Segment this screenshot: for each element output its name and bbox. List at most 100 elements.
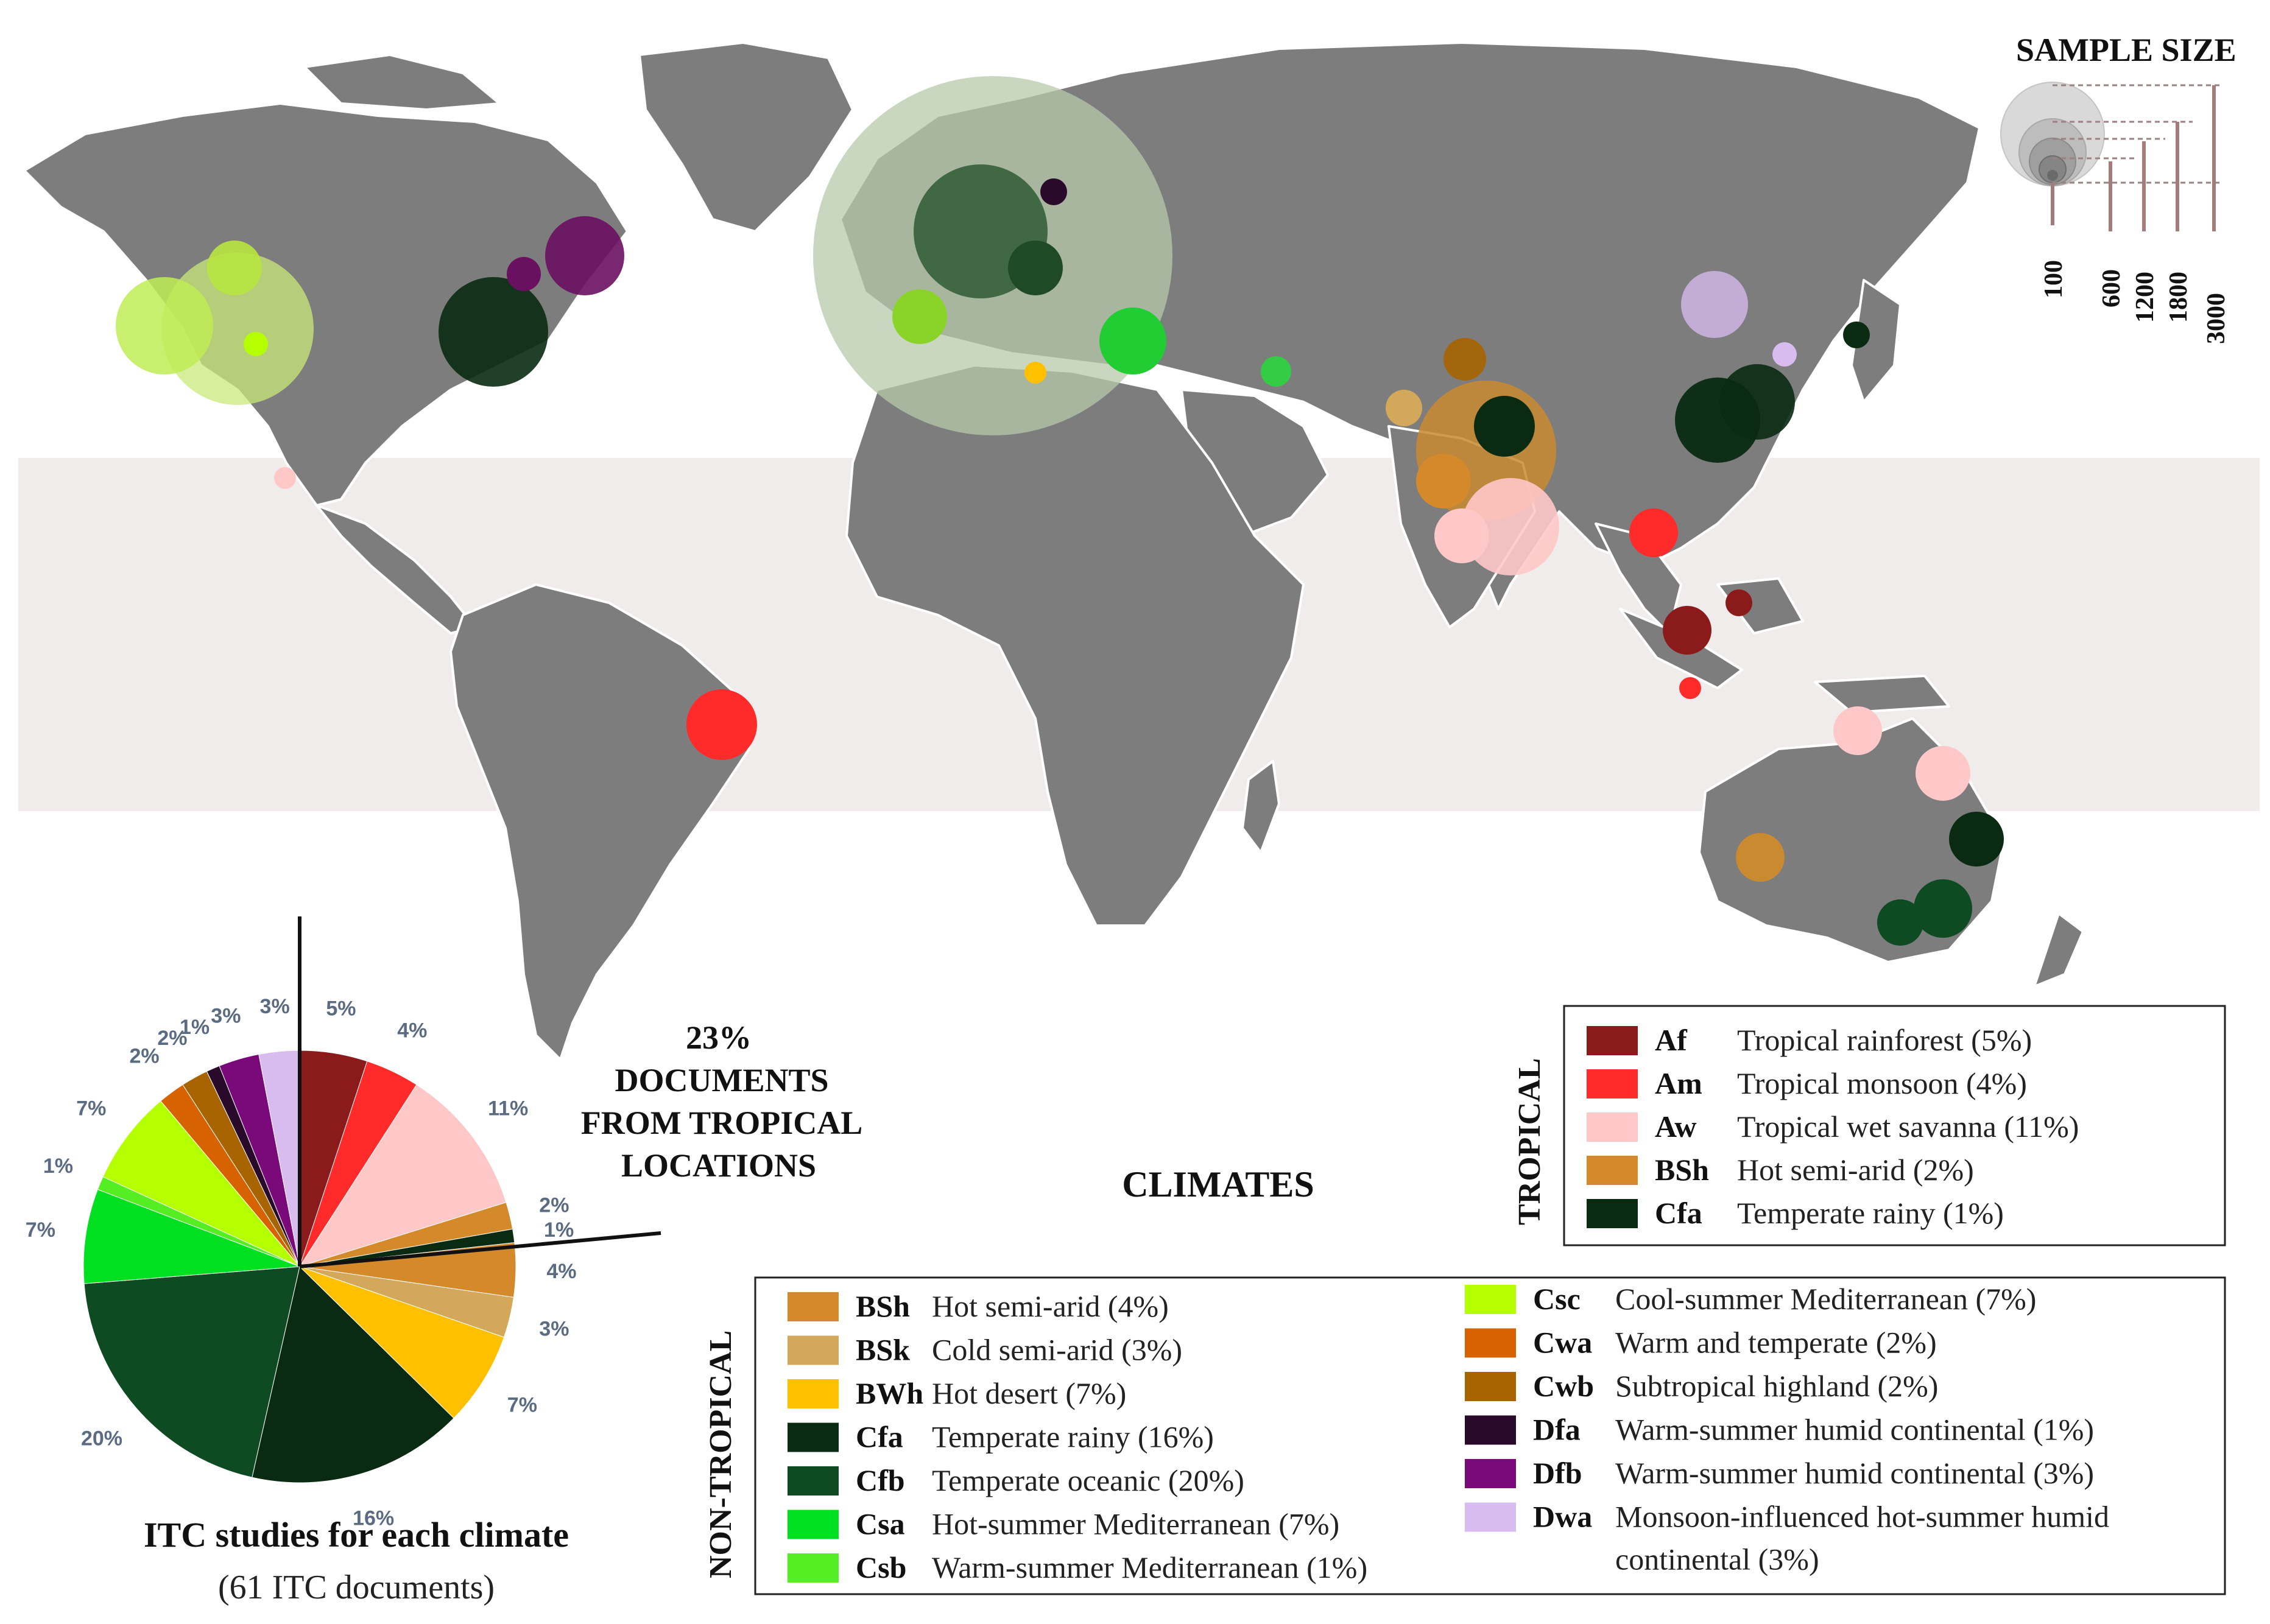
marker-csc-na-big: [161, 253, 314, 405]
legend-label: Subtropical highland (2%): [1615, 1369, 1938, 1403]
marker-cfa-australia: [1949, 812, 2004, 866]
marker-dwa-china: [1681, 271, 1748, 338]
marker-aw-south-india: [1462, 478, 1559, 575]
new-zealand: [2033, 912, 2084, 988]
marker-cfb-australia: [1914, 879, 1972, 938]
pie-tropical-divider-diagonal: [299, 1231, 661, 1268]
pie-label-4: 1%: [544, 1218, 574, 1242]
marker-csc-na-small: [207, 241, 262, 295]
legend-code: Cwb: [1533, 1369, 1594, 1403]
pie-slice-8: [252, 1266, 454, 1483]
legend-label: Tropical rainforest (5%): [1737, 1023, 2032, 1057]
legend-label: Tropical wet savanna (11%): [1737, 1109, 2079, 1144]
tropical-share-note: 23% DOCUMENTS FROM TROPICAL LOCATIONS: [581, 1019, 863, 1184]
legend-swatch-dfb: [1465, 1459, 1516, 1488]
legend-label: Temperate rainy (1%): [1737, 1196, 2004, 1230]
legend-code: Dfa: [1533, 1413, 1581, 1447]
marker-bwh-nafrica: [1024, 362, 1046, 384]
pie-label-0: 5%: [326, 997, 356, 1020]
legend-tropical: TROPICAL Af Tropical rainforest (5%) Am Tro…: [1512, 1005, 2226, 1246]
sample-size-label-1800: 1800: [2165, 272, 2193, 323]
marker-cfa-japan: [1843, 322, 1870, 348]
sample-size-label-100: 100: [2040, 260, 2068, 298]
legend-label: Hot-summer Mediterranean (7%): [932, 1507, 1339, 1541]
marker-aw-south-india-2: [1434, 508, 1489, 563]
pie-chart: 5%4%11%2%1%4%3%7%16%20%7%1%7%2%2%1% 3% 3%: [26, 995, 577, 1530]
legend-label: Warm and temperate (2%): [1615, 1326, 1937, 1360]
legend-tropical-box: [1563, 1005, 2226, 1246]
madagascar: [1241, 760, 1280, 854]
tropical-note-line-2: DOCUMENTS: [615, 1062, 828, 1098]
pie-label-6: 3%: [539, 1317, 569, 1340]
marker-cfa-usa: [439, 277, 548, 387]
legend-swatch-dwa: [1465, 1502, 1516, 1532]
marker-cfa-india: [1474, 396, 1535, 457]
legend-nontropical-right-column: Csc Cool-summer Mediterranean (7%) Cwa Warm…: [1465, 1282, 2109, 1577]
pie-slice-10: [83, 1189, 300, 1284]
legend-code: Csc: [1533, 1282, 1581, 1316]
legend-code: Cfb: [856, 1463, 905, 1497]
marker-bsh-australia: [1736, 833, 1785, 882]
legend-tropical-title: TROPICAL: [1512, 1058, 1547, 1225]
legend-swatch-cfa: [788, 1422, 839, 1452]
marker-am-thailand: [1629, 508, 1678, 557]
marker-csc-na-dot: [244, 332, 268, 356]
pie-label-14: 2%: [157, 1027, 187, 1050]
pie-label-15: 1%: [180, 1016, 210, 1039]
legend-code: Csb: [856, 1550, 906, 1584]
pie-label-17: 3%: [260, 995, 290, 1018]
legend-nontropical-left-column: BSh Hot semi-arid (4%) BSk Cold semi-arid (…: [788, 1289, 1367, 1584]
legend-swatch-bsk: [788, 1335, 839, 1365]
pie-label-10: 7%: [26, 1218, 55, 1242]
pie-label-16: 3%: [211, 1004, 241, 1027]
legend-code: Dfb: [1533, 1456, 1582, 1490]
tropical-note-line-3: FROM TROPICAL: [581, 1105, 863, 1141]
pie-label-3: 2%: [539, 1194, 569, 1217]
legend-label: Hot semi-arid (2%): [1737, 1153, 1974, 1187]
legend-swatch-af: [1587, 1026, 1638, 1055]
legend-code: BSh: [856, 1289, 910, 1323]
legend-code: Cfa: [856, 1420, 903, 1454]
legend-code: Csa: [856, 1507, 905, 1541]
legend-code: Dwa: [1533, 1500, 1592, 1534]
sample-size-circle-100: [2047, 170, 2058, 181]
south-america: [449, 583, 750, 1061]
sample-size-legend: SAMPLE SIZE 100 600 1200 1800 3000: [2000, 32, 2237, 344]
pie-slice-12: [102, 1100, 300, 1267]
marker-csc-europe: [892, 289, 947, 344]
legend-code: Aw: [1655, 1109, 1697, 1144]
pie-slice-2: [298, 1084, 507, 1267]
sample-size-bars: [2051, 85, 2216, 231]
pie-label-13: 2%: [129, 1045, 159, 1068]
marker-aw-australia-north: [1833, 706, 1882, 755]
marker-dfa-europe: [1040, 178, 1067, 205]
legend-swatch-am: [1587, 1069, 1638, 1098]
marker-bsh-india-2: [1416, 454, 1471, 508]
legend-label-continued: continental (3%): [1615, 1542, 1819, 1577]
marker-cfa-china-2: [1719, 364, 1795, 440]
sample-size-guides: [2053, 84, 2220, 184]
marker-aw-mexico: [274, 467, 296, 489]
legend-swatch-cfb: [788, 1466, 839, 1496]
marker-bsk-india: [1386, 390, 1422, 426]
marker-am-brazil: [686, 689, 757, 760]
legend-label: Warm-summer humid continental (1%): [1615, 1413, 2094, 1447]
legend-code: BWh: [856, 1376, 923, 1410]
pie-label-11: 1%: [43, 1155, 73, 1178]
pie-caption-title: ITC studies for each climate: [144, 1515, 569, 1555]
legend-nontropical-title: NON-TROPICAL: [703, 1330, 738, 1578]
legend-label: Cold semi-arid (3%): [932, 1333, 1182, 1367]
japan: [1850, 279, 1902, 403]
legend-swatch-csc: [1465, 1285, 1516, 1314]
legend-nontropical: NON-TROPICAL BSh Hot semi-arid (4%) BSk Col…: [703, 1276, 2226, 1595]
marker-csa-med: [1099, 308, 1166, 374]
pie-label-2: 11%: [488, 1097, 528, 1120]
legend-label: Temperate oceanic (20%): [932, 1463, 1244, 1497]
marker-dwa-korea: [1772, 342, 1797, 367]
legend-swatch-csb: [788, 1553, 839, 1583]
sample-size-label-1200: 1200: [2131, 272, 2159, 323]
legend-swatch-bsh: [1587, 1156, 1638, 1185]
marker-cfb-europe-small: [1008, 241, 1063, 295]
climates-heading: CLIMATES: [1122, 1164, 1314, 1204]
